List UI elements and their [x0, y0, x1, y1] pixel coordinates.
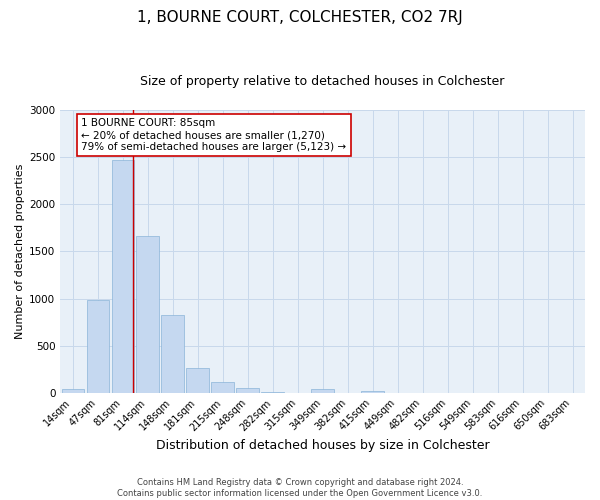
- Bar: [136, 236, 159, 393]
- Bar: [311, 389, 334, 393]
- Y-axis label: Number of detached properties: Number of detached properties: [15, 164, 25, 339]
- Bar: [62, 389, 84, 393]
- X-axis label: Distribution of detached houses by size in Colchester: Distribution of detached houses by size …: [156, 440, 490, 452]
- Bar: [262, 392, 284, 393]
- Text: 1 BOURNE COURT: 85sqm
← 20% of detached houses are smaller (1,270)
79% of semi-d: 1 BOURNE COURT: 85sqm ← 20% of detached …: [81, 118, 346, 152]
- Title: Size of property relative to detached houses in Colchester: Size of property relative to detached ho…: [140, 75, 505, 88]
- Bar: [187, 368, 209, 393]
- Bar: [211, 382, 234, 393]
- Text: 1, BOURNE COURT, COLCHESTER, CO2 7RJ: 1, BOURNE COURT, COLCHESTER, CO2 7RJ: [137, 10, 463, 25]
- Bar: [361, 392, 384, 393]
- Bar: [112, 160, 134, 393]
- Bar: [236, 388, 259, 393]
- Bar: [161, 316, 184, 393]
- Bar: [86, 300, 109, 393]
- Text: Contains HM Land Registry data © Crown copyright and database right 2024.
Contai: Contains HM Land Registry data © Crown c…: [118, 478, 482, 498]
